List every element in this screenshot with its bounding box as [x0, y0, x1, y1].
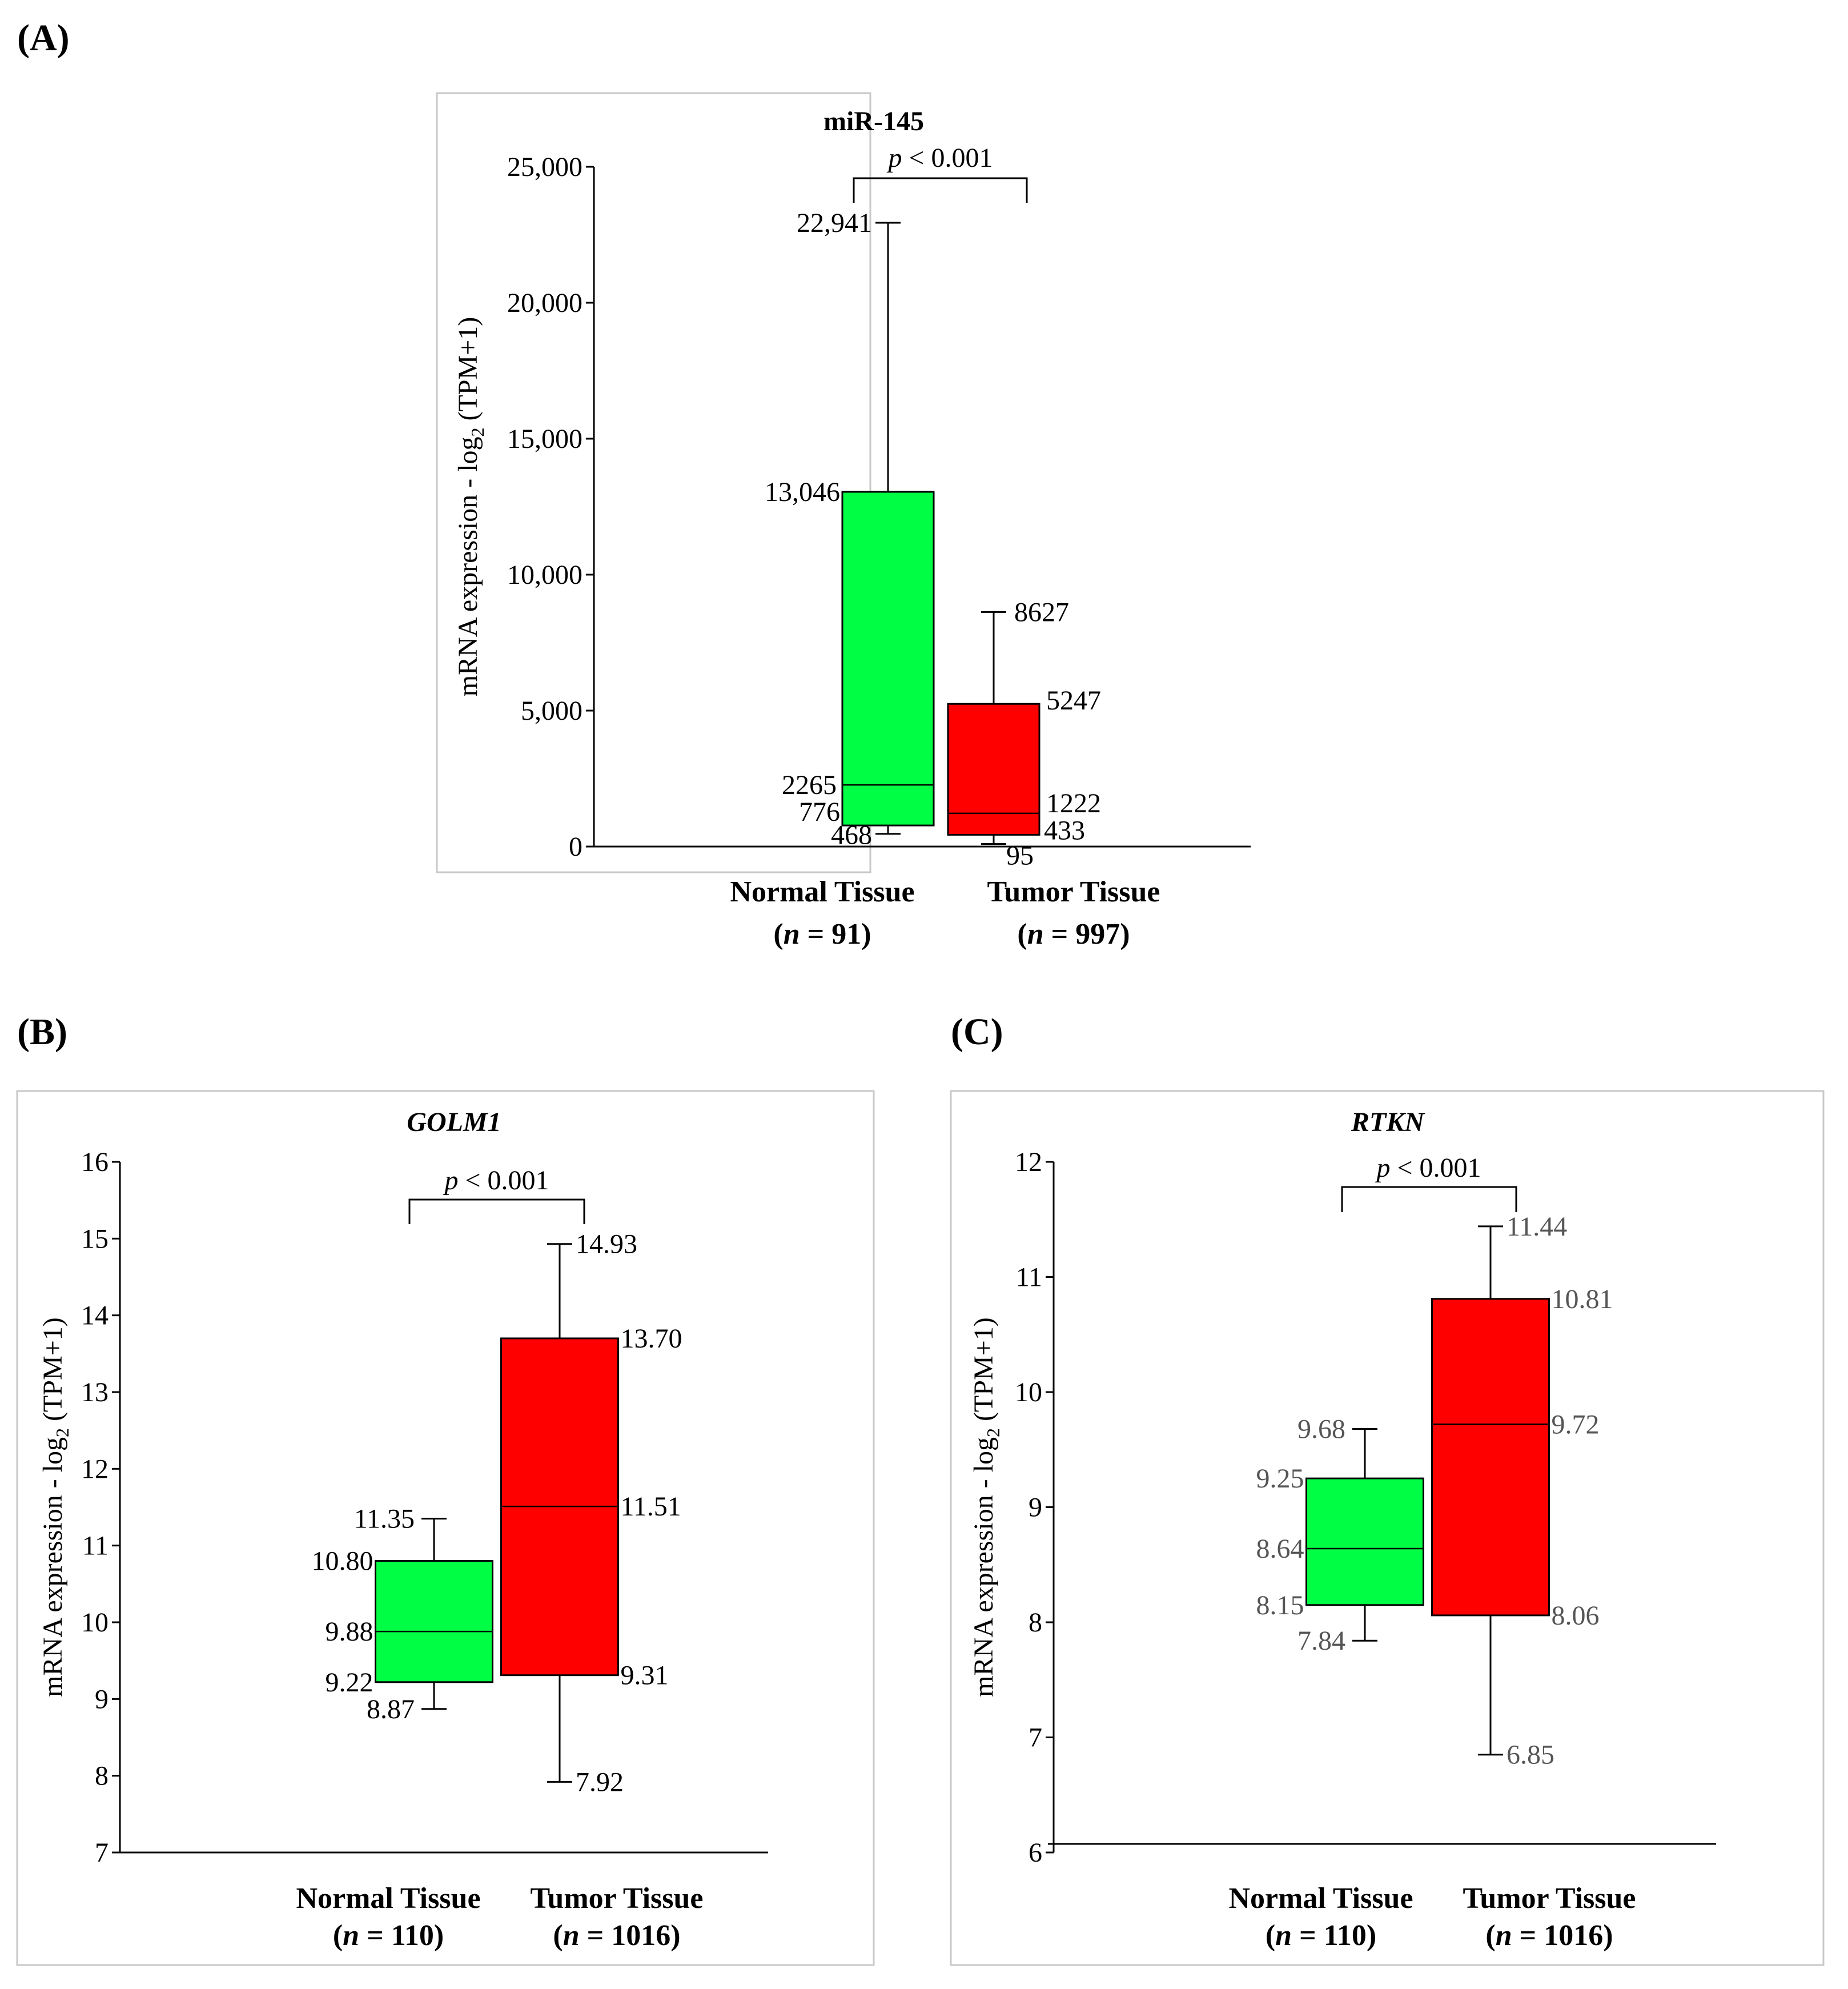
tumor-box: [947, 703, 1040, 836]
normal-min-label: 468: [831, 820, 872, 851]
significance-bracket: [408, 1198, 585, 1224]
y-axis-label: mRNA expression - log2 (TPM+1): [969, 1317, 1003, 1697]
normal-median-label: 2265: [782, 770, 837, 800]
tumor-q1-label: 9.31: [621, 1661, 669, 1691]
y-tick-label: 9: [95, 1684, 109, 1714]
y-tick-label: 25,000: [507, 152, 582, 182]
y-tick-label: 13: [81, 1377, 109, 1407]
normal-box: [375, 1560, 493, 1683]
normal-q1-label: 776: [799, 797, 840, 827]
p-value-label: p < 0.001: [443, 1165, 549, 1196]
p-value-label: p < 0.001: [1375, 1153, 1481, 1183]
y-tick-label: 10,000: [507, 560, 582, 590]
panel-frame: [16, 1090, 875, 1966]
tumor-min-label: 6.85: [1506, 1740, 1554, 1770]
y-tick-label: 11: [82, 1531, 109, 1561]
y-tick-label: 15: [81, 1224, 109, 1254]
y-tick-label: 7: [1029, 1723, 1042, 1753]
normal-box: [841, 491, 935, 827]
normal-max-label: 9.68: [1297, 1414, 1345, 1444]
tumor-category-label: Tumor Tissue: [987, 876, 1160, 908]
panel-label: (A): [17, 17, 70, 59]
y-tick-label: 15,000: [507, 424, 582, 454]
normal-min-label: 7.84: [1297, 1626, 1345, 1656]
normal-q1-label: 8.15: [1256, 1590, 1304, 1621]
panel-a: (A) miR-145 0 5,000 10,000 15,000 20,000 25,000…: [17, 17, 1251, 951]
y-axis-label: mRNA expression - log2 (TPM+1): [453, 317, 488, 696]
y-tick-label: 11: [1016, 1262, 1042, 1293]
y-tick-label: 5,000: [521, 696, 582, 726]
normal-sample-size-label: (n = 110): [1266, 1919, 1376, 1952]
y-tick-label: 8: [95, 1761, 109, 1791]
normal-category-label: Normal Tissue: [1228, 1882, 1413, 1915]
y-tick-label: 10: [81, 1607, 109, 1638]
chart-title: miR-145: [823, 106, 924, 137]
tumor-median-label: 1222: [1046, 788, 1101, 819]
tumor-min-label: 7.92: [576, 1767, 624, 1797]
tumor-max-label: 8627: [1014, 597, 1069, 627]
tumor-q3-label: 10.81: [1552, 1284, 1613, 1314]
tumor-sample-size-label: (n = 1016): [553, 1919, 680, 1952]
tumor-q1-label: 433: [1044, 815, 1085, 845]
significance-bracket: [853, 177, 1028, 203]
tumor-category-label: Tumor Tissue: [530, 1882, 703, 1915]
normal-q3-label: 10.80: [312, 1546, 373, 1577]
normal-q3-label: 13,046: [765, 477, 840, 507]
y-tick-label: 10: [1015, 1377, 1042, 1407]
normal-max-label: 22,941: [797, 208, 872, 238]
tumor-max-label: 11.44: [1506, 1212, 1567, 1242]
panel-label: (B): [17, 1011, 67, 1053]
y-axis-label: mRNA expression - log2 (TPM+1): [38, 1317, 73, 1697]
tumor-q3-label: 13.70: [621, 1324, 682, 1354]
tumor-min-label: 95: [1006, 840, 1034, 871]
y-tick-label: 9: [1029, 1493, 1042, 1523]
tumor-max-label: 14.93: [576, 1229, 637, 1260]
tumor-q3-label: 5247: [1046, 685, 1101, 716]
normal-box: [1305, 1477, 1424, 1606]
normal-q3-label: 9.25: [1256, 1463, 1304, 1494]
normal-sample-size-label: (n = 110): [333, 1919, 444, 1952]
p-value-label: p < 0.001: [886, 143, 993, 173]
y-tick-label: 12: [81, 1454, 109, 1484]
panel-b: (B) GOLM1 7 8 9 10 11 12 13 14 15 16 mRNA expression…: [16, 1011, 875, 1966]
normal-q1-label: 9.22: [326, 1667, 373, 1698]
y-tick-label: 20,000: [507, 288, 582, 318]
tumor-q1-label: 8.06: [1552, 1601, 1600, 1631]
tumor-median-label: 11.51: [621, 1491, 681, 1522]
normal-category-label: Normal Tissue: [730, 876, 914, 908]
tumor-box: [1431, 1298, 1550, 1617]
tumor-sample-size-label: (n = 1016): [1485, 1919, 1613, 1952]
normal-category-label: Normal Tissue: [296, 1882, 480, 1915]
y-tick-label: 0: [569, 832, 582, 862]
y-tick-label: 14: [81, 1301, 109, 1331]
panel-c: (C) RTKN 6 7 8 9 10 11 12 mRNA expression - log2 …: [950, 1011, 1825, 1966]
tumor-median-label: 9.72: [1552, 1409, 1600, 1439]
normal-median-label: 8.64: [1256, 1534, 1304, 1564]
y-tick-label: 6: [1029, 1838, 1042, 1868]
normal-max-label: 11.35: [354, 1504, 415, 1534]
chart-title: RTKN: [1351, 1107, 1425, 1137]
panel-label: (C): [951, 1011, 1003, 1053]
panel-frame: [950, 1090, 1825, 1966]
y-tick-label: 7: [95, 1838, 109, 1868]
y-tick-label: 12: [1015, 1147, 1042, 1177]
normal-sample-size-label: (n = 91): [773, 918, 871, 951]
significance-bracket: [1341, 1186, 1517, 1212]
normal-median-label: 9.88: [326, 1617, 373, 1647]
tumor-sample-size-label: (n = 997): [1017, 918, 1130, 951]
chart-title: GOLM1: [407, 1107, 501, 1137]
y-tick-label: 16: [81, 1147, 109, 1177]
tumor-category-label: Tumor Tissue: [1463, 1882, 1636, 1915]
normal-min-label: 8.87: [367, 1694, 415, 1725]
panel-frame: [436, 92, 871, 873]
y-tick-label: 8: [1029, 1607, 1042, 1638]
